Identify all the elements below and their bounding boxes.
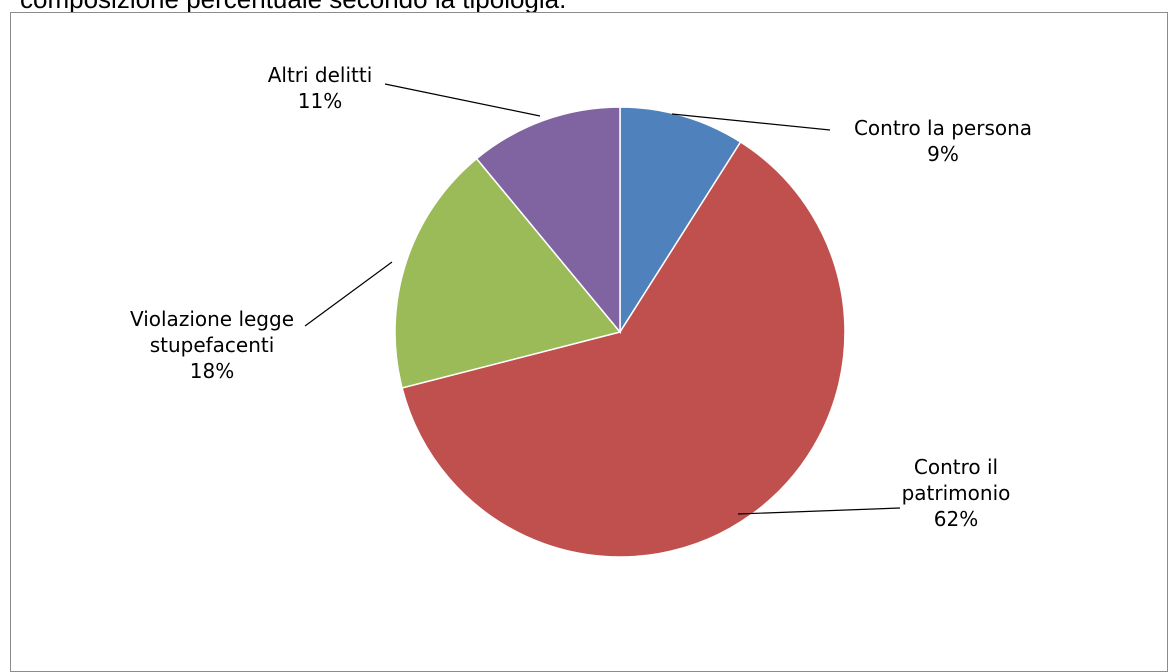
leader-line-3 xyxy=(384,83,541,117)
leader-line-2 xyxy=(304,261,393,327)
slice-category-label: patrimonio xyxy=(902,481,1011,505)
slice-label-2: Violazione legge stupefacenti 18% xyxy=(130,307,294,383)
slice-label-1: Contro il patrimonio 62% xyxy=(902,455,1011,531)
slice-value-label: 18% xyxy=(190,359,234,383)
pie-slice-0 xyxy=(619,106,742,335)
leader-line-0 xyxy=(671,113,831,131)
slice-label-3: Altri delitti 11% xyxy=(268,63,373,113)
slice-category-label: Violazione legge xyxy=(130,307,294,331)
leader-line-1 xyxy=(737,507,901,515)
slice-value-label: 62% xyxy=(934,507,978,531)
pie-slice-3 xyxy=(475,106,621,335)
slice-category-label: Contro la persona xyxy=(854,116,1032,140)
slice-label-0: Contro la persona 9% xyxy=(854,116,1032,166)
pie-slice-2 xyxy=(394,157,622,389)
slice-category-label: Contro il xyxy=(914,455,998,479)
slice-value-label: 11% xyxy=(298,89,342,113)
slice-value-label: 9% xyxy=(927,142,959,166)
figure-caption: composizione percentuale secondo la tipo… xyxy=(20,0,566,15)
slice-category-label: Altri delitti xyxy=(268,63,373,87)
slice-category-label: stupefacenti xyxy=(150,333,275,357)
